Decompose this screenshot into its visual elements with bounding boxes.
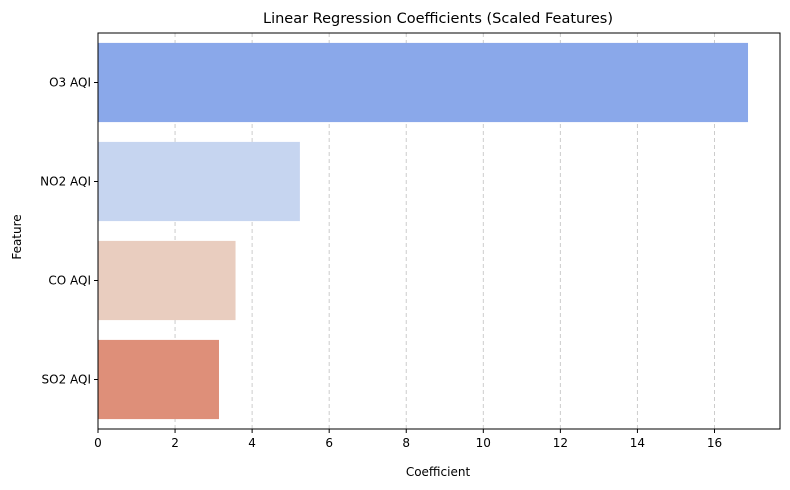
x-tick-label: 0 [94, 436, 102, 450]
x-tick-label: 14 [630, 436, 645, 450]
y-axis: O3 AQI NO2 AQI CO AQI SO2 AQI [40, 76, 98, 387]
y-axis-title: Feature [10, 214, 24, 259]
x-tick-label: 8 [402, 436, 410, 450]
bar-no2-aqi [98, 141, 300, 222]
y-tick-label: CO AQI [48, 274, 91, 288]
x-tick-label: 6 [325, 436, 333, 450]
chart-title: Linear Regression Coefficients (Scaled F… [263, 11, 613, 27]
bar-o3-aqi [98, 42, 749, 123]
x-tick-label: 10 [476, 436, 491, 450]
bar-co-aqi [98, 240, 236, 321]
y-tick-label: SO2 AQI [42, 373, 92, 387]
y-tick-label: O3 AQI [49, 76, 91, 90]
plot-area-frame [97, 32, 781, 430]
x-tick-label: 16 [707, 436, 722, 450]
x-tick-label: 2 [171, 436, 179, 450]
x-axis-title: Coefficient [406, 465, 471, 479]
y-tick-label: NO2 AQI [40, 175, 91, 189]
x-tick-label: 12 [553, 436, 568, 450]
bar-so2-aqi [98, 339, 219, 420]
x-axis: 0 2 4 6 8 10 12 14 16 [94, 429, 722, 450]
x-tick-label: 4 [248, 436, 256, 450]
bar-layer [98, 42, 749, 420]
